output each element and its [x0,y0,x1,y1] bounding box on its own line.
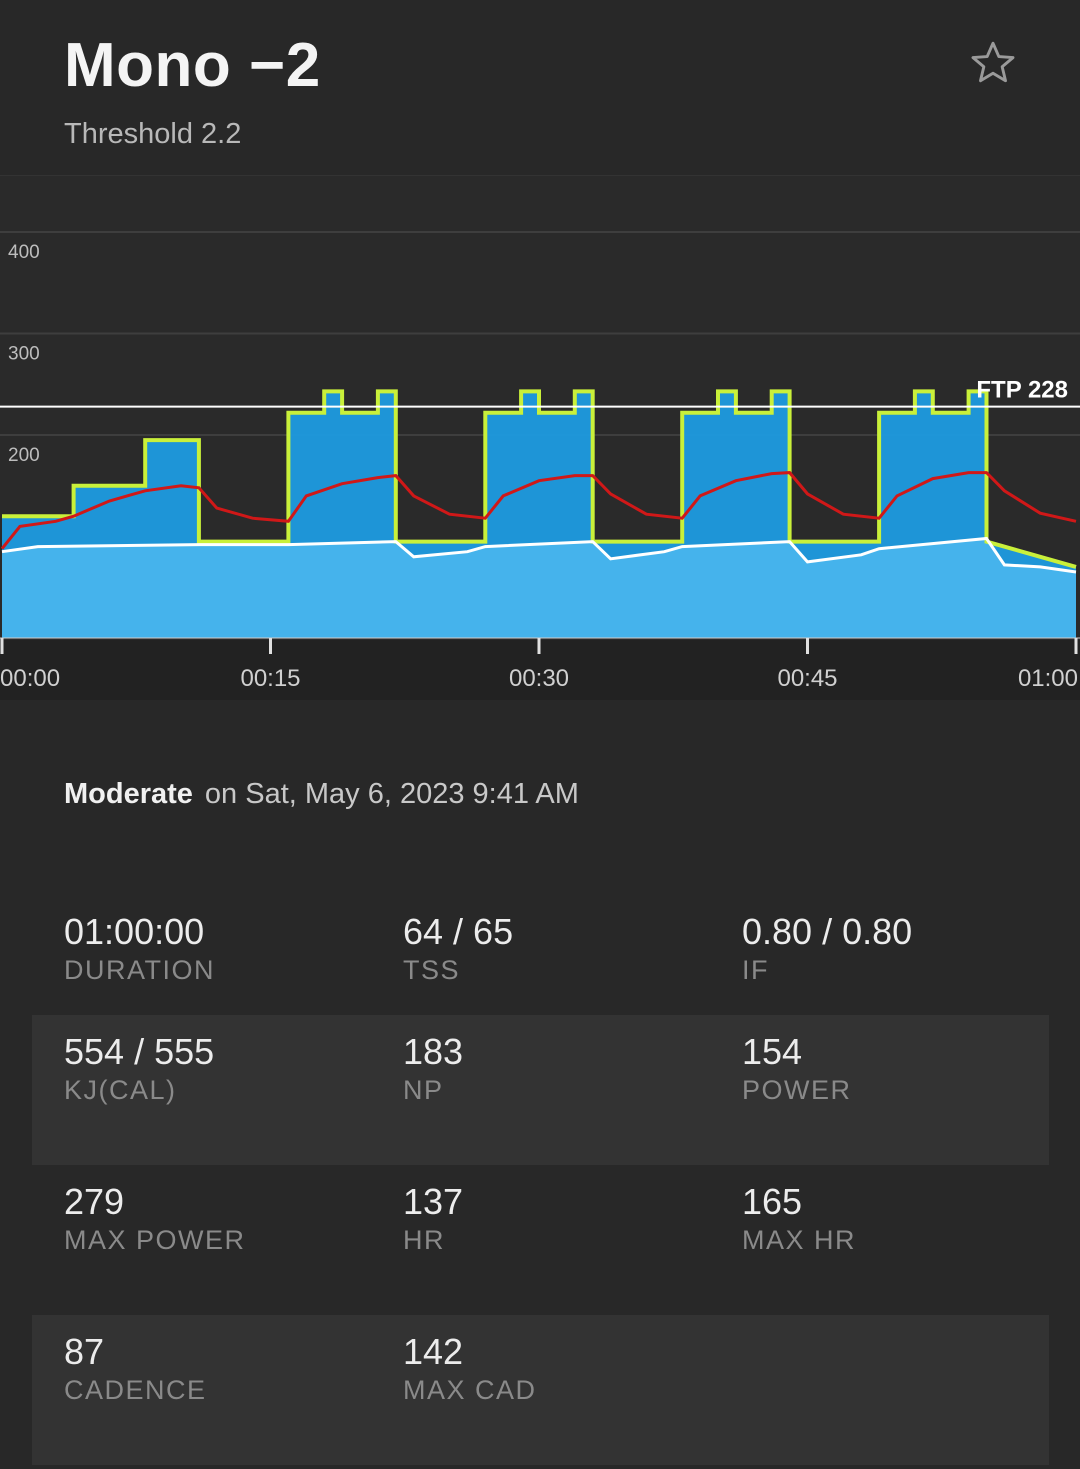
stat-label: CADENCE [64,1375,207,1405]
x-tick-label: 00:45 [777,665,837,692]
workout-date: on Sat, May 6, 2023 9:41 AM [204,778,579,810]
workout-chart[interactable]: 400 300 200 FTP 228 00:00 00:15 00:30 00:45 01:0… [0,176,1080,700]
stat-value: 0.80 / 0.80 [742,911,913,952]
ftp-label: FTP 228 [976,377,1068,404]
x-tick-label: 00:15 [240,665,300,692]
stat-value: 279 [64,1181,125,1222]
workout-header: Mono −2 Threshold 2.2 [0,0,1080,176]
stats-row: 554 / 555 KJ(CAL) 183 NP 154 POWER [32,1015,1049,1165]
y-tick-label: 200 [8,445,40,466]
stat-value: 142 [403,1331,464,1372]
x-tick-label: 01:00 [1018,665,1078,692]
stat-value: 137 [403,1181,464,1222]
workout-title: Mono −2 [64,31,321,100]
stat-label: NP [403,1075,444,1105]
recovery-area [2,538,1076,638]
x-tick-label: 00:30 [509,665,569,692]
stat-label: MAX HR [742,1225,857,1255]
workout-chart-svg: 400 300 200 FTP 228 00:00 00:15 00:30 00:45 01:0… [0,231,1080,692]
stats-row: 01:00:00 DURATION 64 / 65 TSS 0.80 / 0.80 IF [32,895,1049,1045]
stat-value: 554 / 555 [64,1031,215,1072]
stat-label: POWER [742,1075,852,1105]
stat-value: 64 / 65 [403,911,514,952]
stat-value: 165 [742,1181,803,1222]
workout-summary: Moderate on Sat, May 6, 2023 9:41 AM [64,778,579,811]
star-outline-icon[interactable] [968,38,1018,88]
stat-label: IF [742,955,769,985]
cadence-line [1,536,1077,574]
stat-label: MAX CAD [403,1375,537,1405]
stat-label: DURATION [64,955,215,985]
stats-row: 87 CADENCE 142 MAX CAD [32,1315,1049,1465]
target-power-line [2,389,1077,569]
workout-subtitle: Threshold 2.2 [64,118,242,150]
stats-row: 279 MAX POWER 137 HR 165 MAX HR [32,1165,1049,1315]
y-tick-label: 300 [8,344,40,365]
stat-label: TSS [403,955,461,985]
stat-value: 183 [403,1031,464,1072]
heart-rate-line [0,471,1077,550]
stat-label: KJ(CAL) [64,1075,177,1105]
y-tick-label: 400 [8,242,40,263]
stat-value: 87 [64,1331,105,1372]
intensity-label: Moderate [64,778,193,810]
stat-value: 01:00:00 [64,911,205,952]
stat-label: HR [403,1225,445,1255]
stat-label: MAX POWER [64,1225,246,1255]
stat-value: 154 [742,1031,803,1072]
x-tick-label: 00:00 [0,665,60,692]
